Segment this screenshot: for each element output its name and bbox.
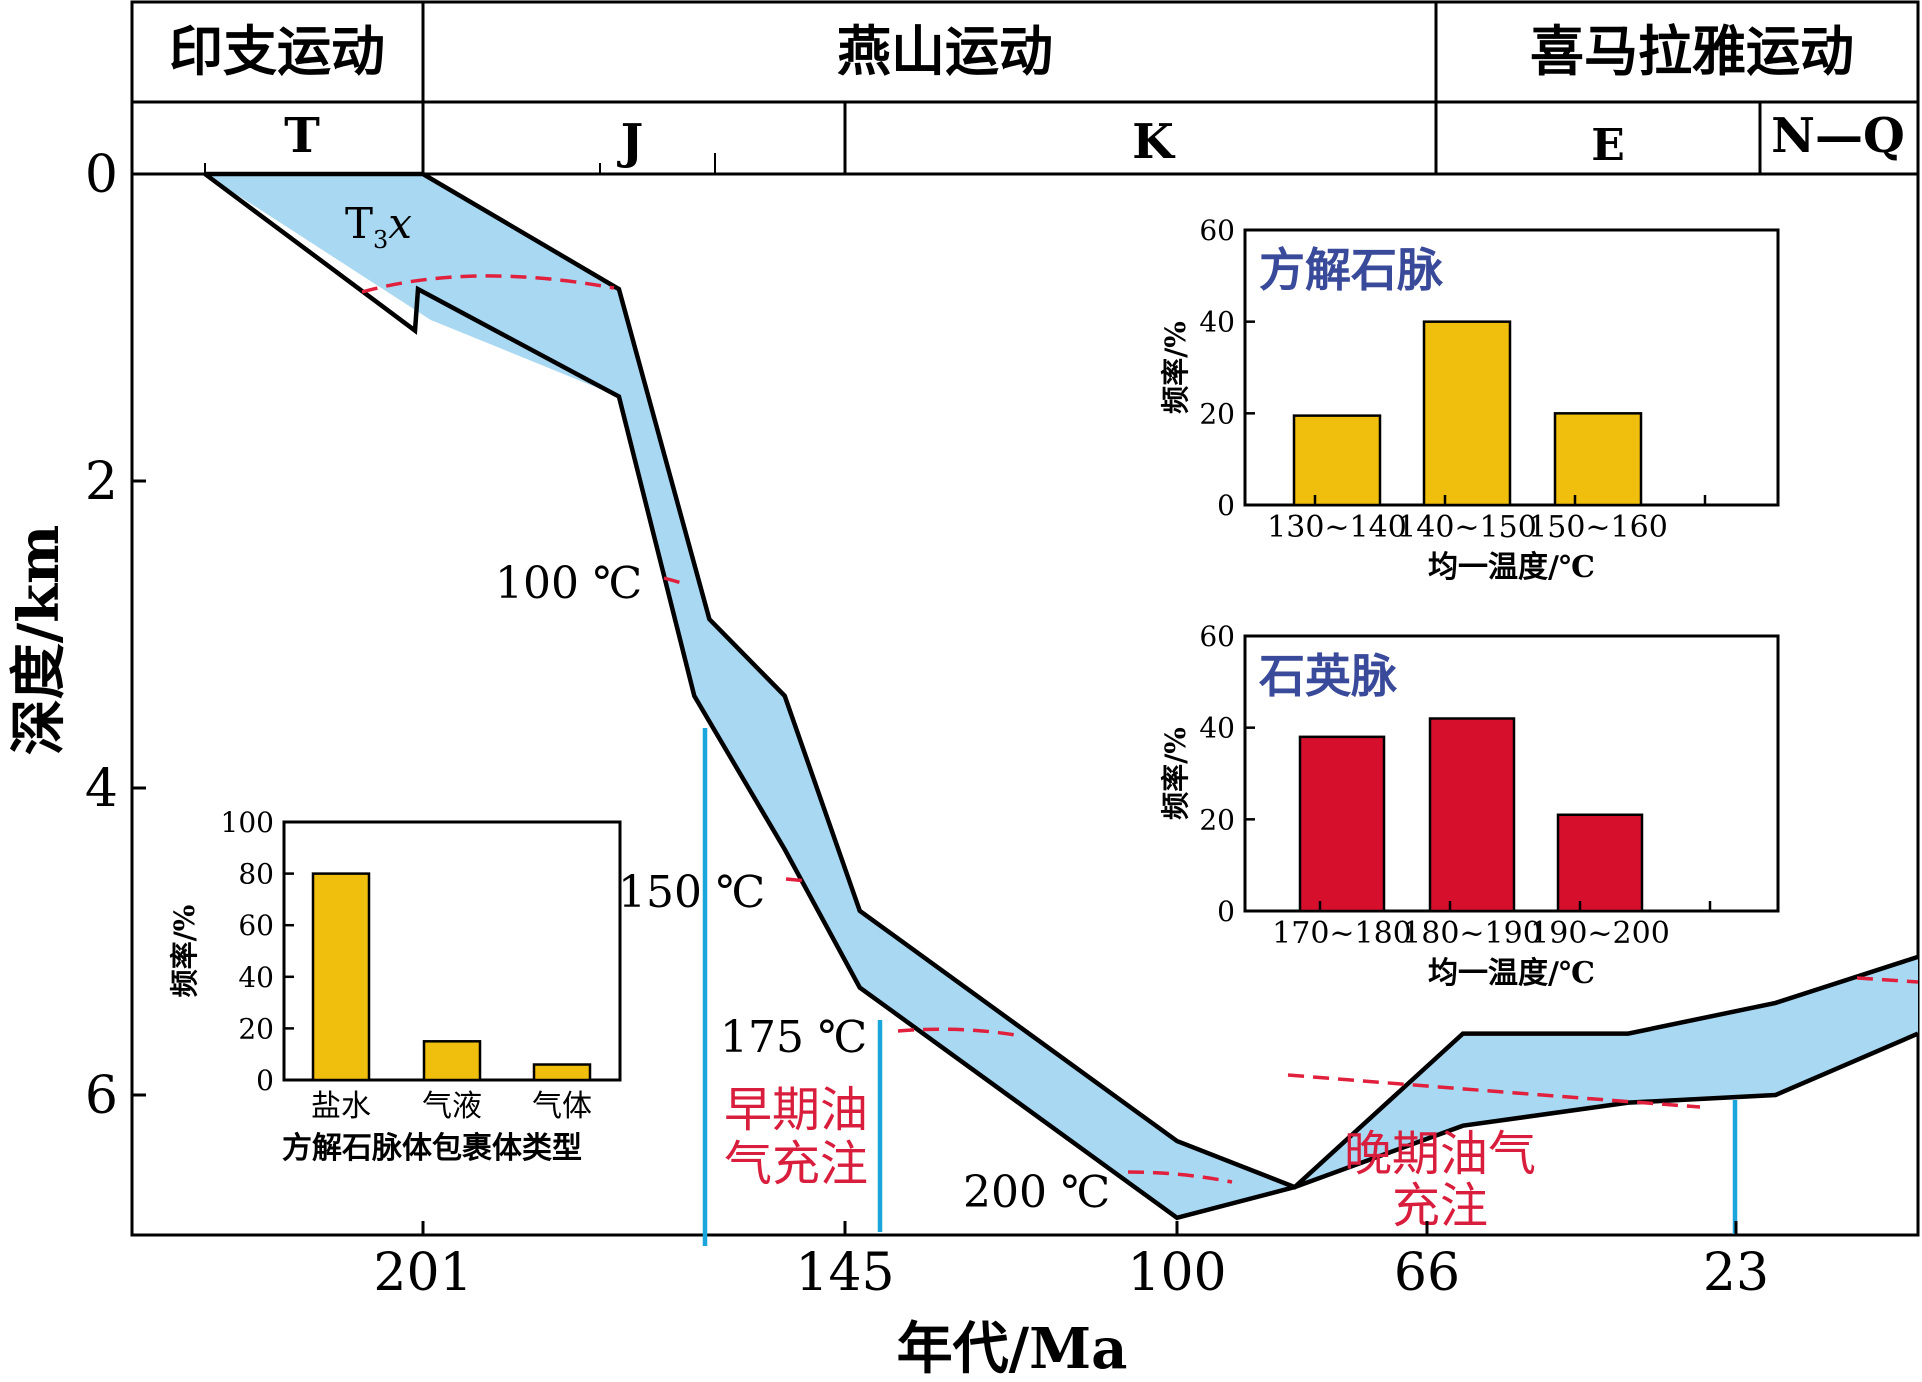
inset-y-axis-label: 频率/% [1159, 727, 1192, 820]
x-axis-title: 年代/Ma [897, 1316, 1128, 1382]
inset-bar [422, 1040, 482, 1082]
inset-y-tick-label: 40 [1199, 306, 1235, 339]
inset-y-tick-label: 0 [1217, 895, 1235, 928]
x-tick-label: 201 [373, 1243, 472, 1303]
event-yanshanian: 燕山运动 [837, 19, 1053, 83]
y-tick-label: 0 [85, 145, 118, 205]
inset-title: 方解石脉 [1259, 243, 1444, 297]
late-charge-label-line1: 晚期油气 [1344, 1126, 1536, 1182]
inset-category-label: 150~160 [1528, 510, 1668, 545]
isotherm-line-6 [1856, 976, 1919, 984]
inset-y-tick-label: 20 [1199, 803, 1235, 836]
main-axes: 0 2 4 6 201 145 100 66 23 [85, 145, 1769, 1303]
burial-band-bottom-edge [203, 172, 1919, 1221]
inset-y-axis-label: 频率/% [1159, 321, 1192, 414]
isotherm-line-1 [663, 576, 683, 585]
inset-y-axis-label: 频率/% [168, 905, 201, 998]
inset-bar [1292, 414, 1382, 507]
x-tick-label: 145 [795, 1243, 894, 1303]
inset-category-label: 170~180 [1272, 916, 1412, 951]
period-N-Q: N—Q [1771, 108, 1905, 164]
x-tick-label: 66 [1394, 1243, 1460, 1303]
burial-band-top-edge [205, 171, 1919, 1190]
inset-y-tick-label: 40 [1199, 712, 1235, 745]
inset-y-tick-label: 20 [238, 1012, 274, 1045]
burial-band [203, 171, 1919, 1221]
inset-category-label: 140~150 [1397, 510, 1537, 545]
isotherm-line-4 [1127, 1170, 1233, 1184]
inset-category-label: 130~140 [1267, 510, 1407, 545]
inset-category-label: 气液 [422, 1089, 482, 1124]
inset-bar [311, 872, 371, 1082]
event-indosinian: 印支运动 [169, 19, 385, 83]
inset-x-axis-label: 方解石脉体包裹体类型 [282, 1131, 582, 1166]
isotherm-label-150: 150 ℃ [618, 867, 765, 918]
inset-x-axis-label: 均一温度/℃ [1428, 956, 1595, 991]
inset-bar [1428, 717, 1516, 913]
inset-category-label: 190~200 [1530, 916, 1670, 951]
inset-x-axis-label: 均一温度/℃ [1428, 550, 1595, 585]
period-J: J [617, 114, 644, 170]
inset-title: 石英脉 [1259, 649, 1398, 703]
isotherm-label-175: 175 ℃ [720, 1012, 867, 1063]
inset-inclusion-type: 0 20 40 60 80 100 盐水 气液 气体 频率/% 方解石脉体包裹体类型 [168, 806, 622, 1166]
isotherm-label-200: 200 ℃ [963, 1167, 1110, 1218]
period-T: T [284, 108, 320, 164]
inset-y-tick-label: 0 [1217, 489, 1235, 522]
inset-bar [532, 1063, 592, 1082]
inset-y-tick-label: 80 [238, 858, 274, 891]
periods-band: T J K E N—Q [130, 100, 1920, 176]
early-charge-label-line1: 早期油 [724, 1082, 868, 1138]
x-tick-label: 100 [1127, 1243, 1226, 1303]
y-tick-label: 2 [85, 452, 118, 512]
formation-label: T3x [345, 199, 412, 254]
y-tick-label: 4 [85, 759, 118, 819]
burial-band-fill [205, 174, 1918, 1218]
tectonic-events-band: 印支运动 燕山运动 喜马拉雅运动 [130, 0, 1920, 104]
charge-lines [702, 728, 1738, 1246]
inset-y-tick-label: 60 [1199, 620, 1235, 653]
early-charge-label-line2: 气充注 [724, 1136, 868, 1192]
inset-category-label: 180~190 [1402, 916, 1542, 951]
isotherm-line-3 [897, 1027, 1016, 1037]
inset-y-tick-label: 20 [1199, 397, 1235, 430]
period-E: E [1591, 120, 1625, 171]
inset-bar [1553, 412, 1643, 507]
inset-bar [1422, 320, 1512, 507]
inset-category-label: 气体 [532, 1089, 592, 1124]
y-axis-title: 深度/km [6, 525, 72, 756]
inset-y-tick-label: 40 [238, 961, 274, 994]
inset-category-label: 盐水 [311, 1089, 371, 1124]
isotherm-line-5 [1287, 1073, 1701, 1109]
isotherm-line-0 [361, 274, 615, 294]
inset-y-tick-label: 0 [256, 1064, 274, 1097]
isotherm-line-2 [785, 877, 809, 883]
y-tick-label: 6 [85, 1066, 118, 1126]
isotherm-label-100: 100 ℃ [495, 558, 642, 609]
inset-bar [1556, 813, 1644, 913]
inset-y-tick-label: 60 [1199, 214, 1235, 247]
inset-y-tick-label: 100 [221, 806, 274, 839]
late-charge-label-line2: 充注 [1392, 1178, 1488, 1234]
x-tick-label: 23 [1703, 1243, 1769, 1303]
plot-frame [130, 172, 1920, 1237]
inset-y-tick-label: 60 [238, 909, 274, 942]
period-K: K [1132, 114, 1176, 170]
event-himalayan: 喜马拉雅运动 [1530, 19, 1854, 83]
inset-bar [1298, 735, 1386, 913]
